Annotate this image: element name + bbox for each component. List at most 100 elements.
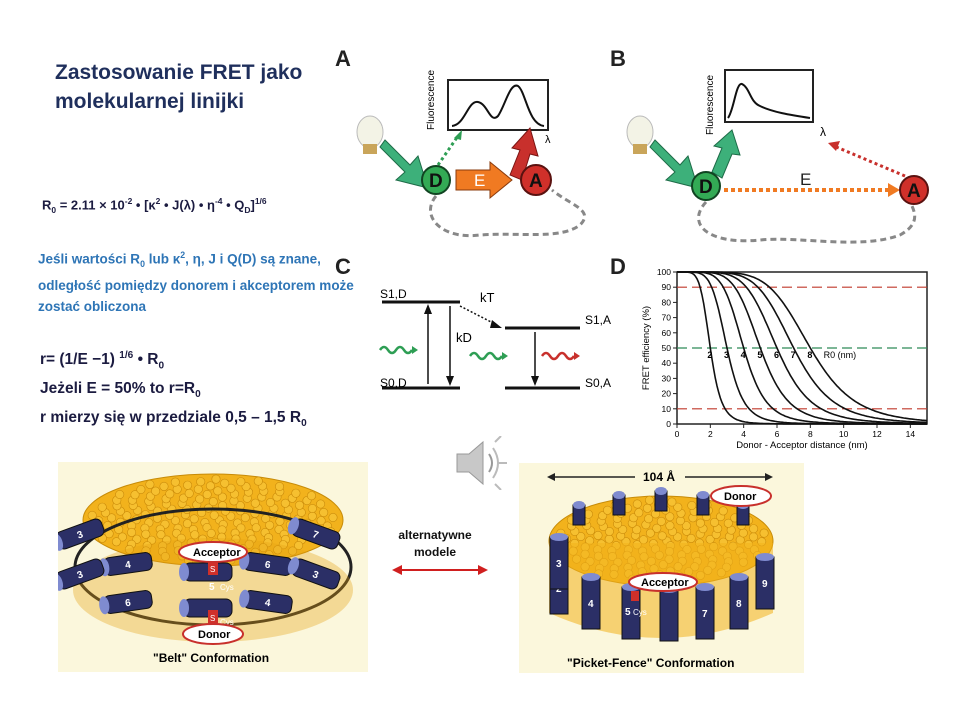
lipid-headgroup [211, 474, 221, 484]
curve-label-r0-8: 8 [807, 350, 812, 360]
donor-label-bubble [710, 485, 772, 507]
donor-circle [691, 171, 721, 201]
lipid-headgroup [205, 481, 215, 491]
lipid-headgroup [184, 488, 194, 498]
lipid-headgroup [217, 492, 227, 502]
lipid-headgroup [130, 490, 140, 500]
panel-a-letter: A [335, 46, 351, 71]
lipid-headgroup [160, 552, 170, 562]
apoa1-post: 4 [581, 573, 601, 630]
lipid-headgroup [182, 519, 192, 529]
spectrum-curve [451, 84, 545, 127]
svg-text:3: 3 [311, 569, 320, 581]
svg-text:3: 3 [76, 569, 85, 581]
curve-label-r0-7: 7 [791, 350, 796, 360]
x-tick-label: 10 [839, 429, 849, 439]
apoa1-post [612, 491, 626, 516]
lipid-headgroup [288, 546, 298, 556]
svg-text:3: 3 [556, 559, 562, 570]
picket-fence-conformation-image: 104 Å 2 3 4 7 8 9 5 Cys Donor Acceptor "… [519, 463, 804, 673]
lipid-headgroup [645, 495, 655, 505]
svg-text:E: E [800, 170, 811, 189]
svg-text:Cys: Cys [220, 618, 234, 627]
dimension-label: 104 Å [643, 469, 675, 484]
lipid-headgroup [295, 500, 305, 510]
lipid-headgroup [196, 477, 206, 487]
lipid-headgroup [307, 491, 317, 501]
lipid-headgroup [258, 543, 268, 553]
slide-title: Zastosowanie FRET jako molekularnej lini… [55, 61, 303, 113]
svg-text:D: D [429, 171, 443, 192]
svg-text:Acceptor: Acceptor [193, 547, 241, 559]
panel-c-letter: C [335, 254, 351, 279]
lipid-headgroup [265, 497, 275, 507]
y-tick-label: 90 [662, 282, 672, 292]
x-tick-label: 8 [808, 429, 813, 439]
apoa1-helix: 6 [99, 590, 153, 615]
lambda-label: λ [545, 134, 551, 146]
excitation-arrow [379, 139, 429, 189]
lipid-headgroup [206, 528, 216, 538]
y-tick-label: 70 [662, 313, 672, 323]
speaker-icon[interactable] [455, 436, 515, 490]
double-arrow [392, 565, 488, 575]
lipid-headgroup [718, 506, 728, 516]
equation-line-3: r mierzy się w przedziale 0,5 – 1,5 R0 [40, 409, 307, 430]
x-tick-label: 4 [741, 429, 746, 439]
lipid-headgroup [749, 524, 759, 534]
lipid-headgroup [209, 510, 219, 520]
lipid-headgroup [195, 494, 205, 504]
apoa1-helix: 3 [58, 558, 105, 591]
spectrum-box [447, 79, 549, 131]
svg-text:5: 5 [209, 582, 215, 593]
lipid-headgroup [236, 523, 246, 533]
svg-text:6: 6 [124, 598, 131, 610]
y-tick-label: 60 [662, 328, 672, 338]
lipid-headgroup [652, 523, 662, 533]
acceptor-emission-wave [540, 351, 576, 361]
lipid-headgroup [273, 545, 283, 555]
lipid-headgroup [632, 499, 642, 509]
panel-a-diagram: A Fluorescence λ D E A [335, 46, 587, 238]
curve-label-r0-6: 6 [774, 350, 779, 360]
acceptor-label-bubble [628, 572, 698, 592]
lipid-headgroup [170, 477, 180, 487]
lipid-headgroup [667, 497, 677, 507]
belt-caption: "Belt" Conformation [153, 651, 269, 665]
lipid-headgroup [749, 532, 759, 542]
svg-text:S: S [210, 614, 215, 623]
lipid-headgroup [675, 516, 685, 526]
lipid-headgroup [673, 502, 683, 512]
lipid-headgroup [642, 503, 652, 513]
apoa1-post [572, 501, 586, 526]
fluorescence-axis-label: Fluorescence [705, 75, 716, 135]
donor-emission-arrow [711, 129, 741, 179]
light-bulb-icon [626, 115, 654, 154]
donor-emission-wave [468, 351, 504, 361]
y-tick-label: 10 [662, 404, 672, 414]
svg-text:9: 9 [762, 579, 768, 590]
lipid-headgroup [681, 521, 691, 531]
lipid-headgroup [265, 520, 275, 530]
acceptor-circle [520, 164, 552, 196]
curve-label-r0-2: 2 [707, 350, 712, 360]
svg-text:3: 3 [76, 529, 85, 541]
curve-label-r0-5: 5 [757, 350, 762, 360]
x-tick-label: 0 [675, 429, 680, 439]
fluorescence-axis-label: Fluorescence [426, 70, 437, 130]
svg-text:8: 8 [736, 599, 742, 610]
lipid-headgroup [87, 510, 97, 520]
energy-transfer-arrow [455, 160, 513, 200]
apoa1-post: 9 [755, 553, 775, 610]
svg-text:D: D [699, 177, 713, 198]
lipid-headgroup [278, 540, 288, 550]
x-tick-label: 14 [906, 429, 916, 439]
kt-label: kT [480, 290, 495, 305]
donor-circle [421, 165, 451, 195]
svg-text:4: 4 [588, 599, 594, 610]
svg-text:S: S [210, 565, 215, 574]
svg-text:Acceptor: Acceptor [641, 577, 689, 589]
lipid-headgroup [328, 512, 338, 522]
svg-text:A: A [907, 181, 921, 202]
lipid-headgroup [115, 489, 125, 499]
